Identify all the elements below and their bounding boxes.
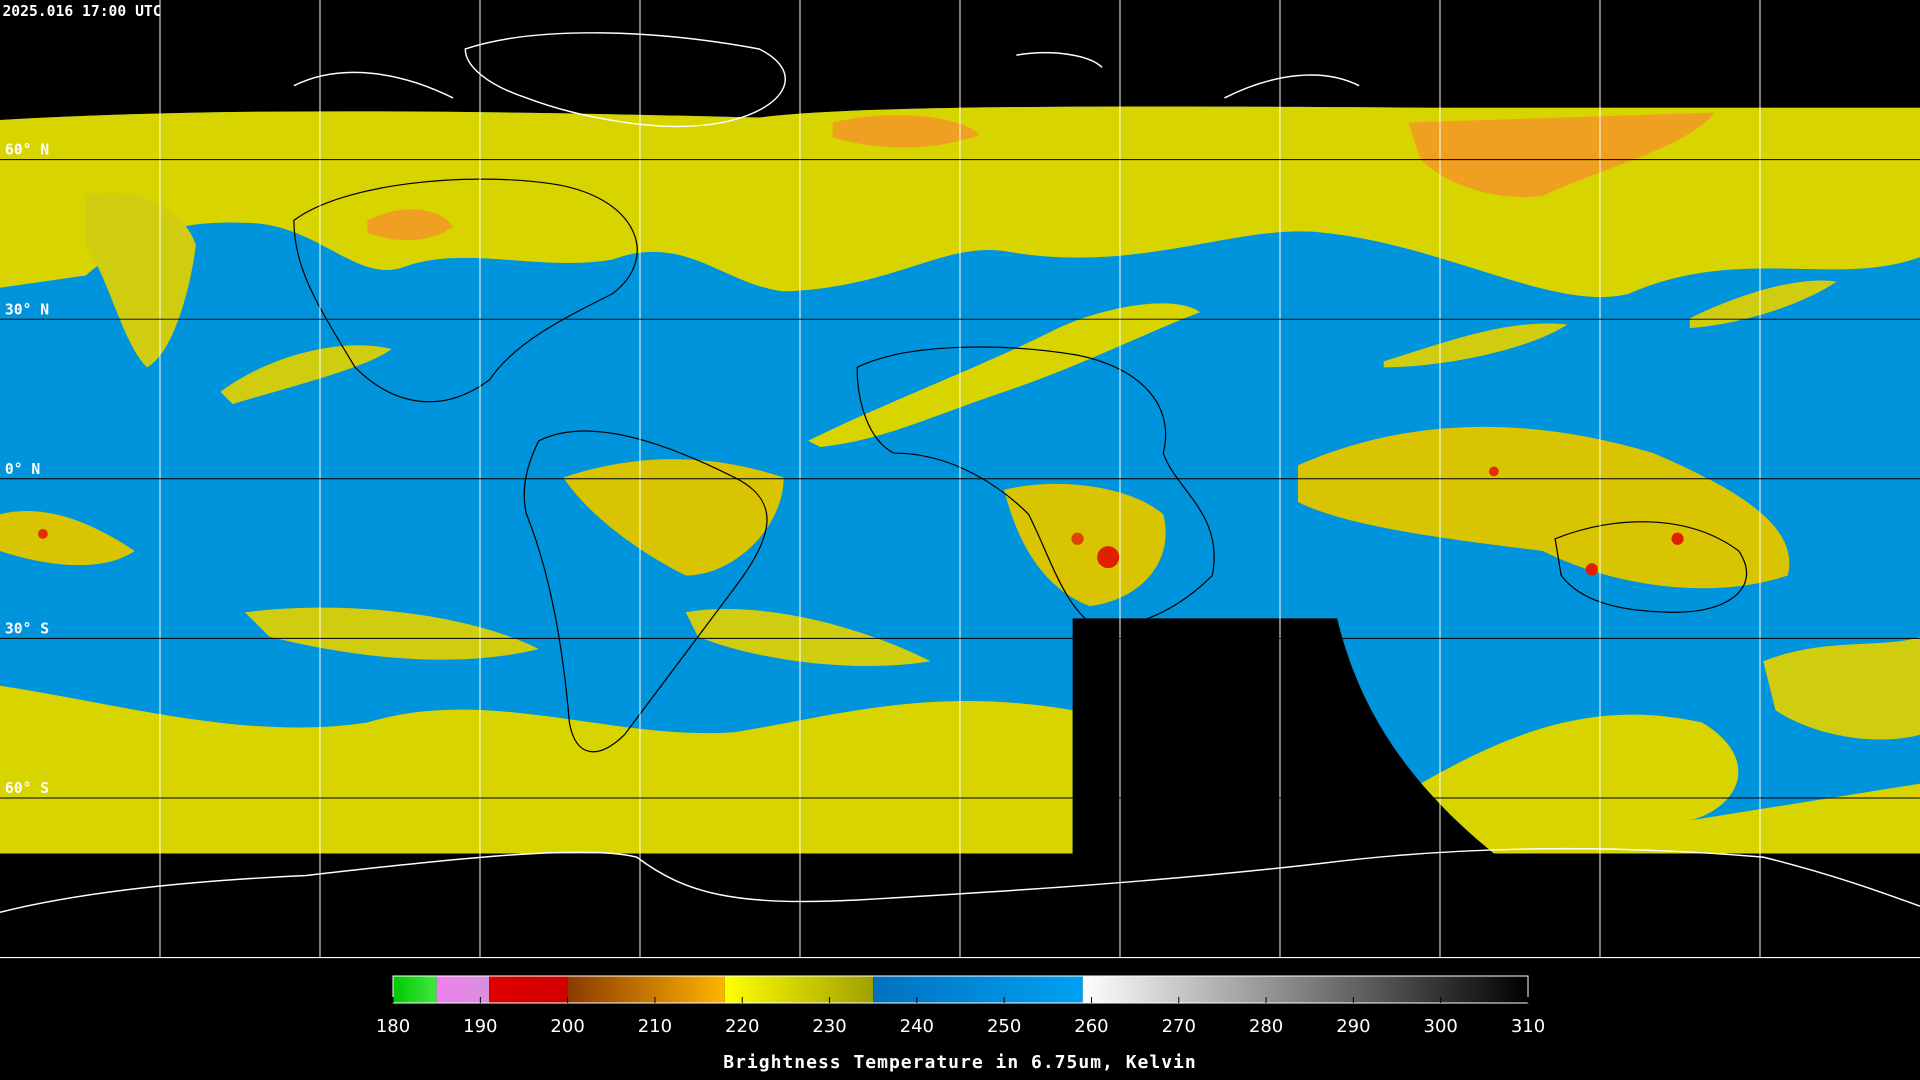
- convection: [1004, 483, 1166, 607]
- dry-plume: [220, 345, 392, 405]
- antarctica: [0, 847, 1920, 913]
- map: 60° N 30° N 0° N 30° S 60° S 2025.016 17:00 …: [0, 0, 1920, 959]
- convection: [1297, 426, 1790, 589]
- colorbar-tick-label: 200: [550, 1016, 584, 1037]
- colorbar-tick-label: 280: [1249, 1016, 1283, 1037]
- svalbard: [1016, 51, 1103, 68]
- colorbar-tick-label: 190: [463, 1016, 497, 1037]
- colorbar-tick-label: 180: [376, 1016, 410, 1037]
- colorbar-segment: [724, 976, 874, 1003]
- colorbar-tick-label: 300: [1424, 1016, 1458, 1037]
- colorbar-tick-label: 290: [1336, 1016, 1370, 1037]
- colorbar-title: Brightness Temperature in 6.75um, Kelvin: [723, 1052, 1196, 1073]
- dry-band-south: [0, 685, 1073, 854]
- latitude-label: 30° S: [5, 620, 49, 637]
- dry-band-south: [0, 824, 309, 854]
- cold-patch: [1408, 112, 1715, 198]
- coastlines-polar: [0, 32, 1920, 913]
- colorbar-segment: [489, 976, 568, 1003]
- colorbar-tick-label: 220: [725, 1016, 759, 1037]
- colorbar-tick-label: 240: [900, 1016, 934, 1037]
- storm-core: [37, 528, 48, 539]
- colorbar-tick-label: 250: [987, 1016, 1021, 1037]
- colorbar-frame: [392, 975, 1529, 1004]
- colorbar-tick-label: 270: [1162, 1016, 1196, 1037]
- greenland: [464, 32, 786, 128]
- dry-plume: [244, 607, 539, 660]
- dry-plume: [1689, 280, 1837, 329]
- colorbar-segment: [393, 976, 437, 1003]
- cold-patch: [832, 115, 980, 148]
- timestamp: 2025.016 17:00 UTC: [2, 3, 161, 20]
- storm-core: [1671, 532, 1684, 545]
- arctic-islands: [293, 71, 454, 99]
- dry-band-south: [1420, 714, 1920, 854]
- colorbar-tick-label: 310: [1511, 1016, 1545, 1037]
- storm-core: [1585, 563, 1598, 576]
- latitude-label: 60° N: [5, 142, 49, 159]
- dry-plume: [1763, 636, 1920, 740]
- dry-plume: [685, 609, 931, 667]
- storm-core: [1488, 466, 1499, 477]
- latitude-label: 30° N: [5, 301, 49, 318]
- north-america: [293, 178, 638, 403]
- colorbar-tick-label: 210: [638, 1016, 672, 1037]
- storm-core: [1071, 532, 1084, 545]
- graticule: 60° N 30° N 0° N 30° S 60° S: [4, 0, 1761, 958]
- dry-plume: [1383, 323, 1568, 368]
- colorbar-segment: [567, 976, 725, 1003]
- dry-tongue: [85, 192, 196, 368]
- colorbar-tick-label: 230: [812, 1016, 846, 1037]
- latitude-label: 60° S: [5, 780, 49, 797]
- south-america: [523, 430, 768, 753]
- novaya-zemlya: [1224, 74, 1360, 99]
- convection: [563, 459, 784, 576]
- colorbar-segment: [873, 976, 1083, 1003]
- convection: [0, 511, 135, 566]
- cold-patch: [367, 209, 454, 241]
- no-data: [1072, 618, 1494, 854]
- colorbar-tick-label: 260: [1074, 1016, 1108, 1037]
- latitude-label: 0° N: [5, 461, 40, 478]
- colorbar-segment: [1082, 976, 1528, 1003]
- colorbar: Brightness Temperature in 6.75um, Kelvin…: [376, 975, 1545, 1073]
- storm-core: [1097, 546, 1120, 569]
- dry-plume: [808, 303, 1201, 447]
- colorbar-segment: [436, 976, 490, 1003]
- africa: [856, 346, 1215, 632]
